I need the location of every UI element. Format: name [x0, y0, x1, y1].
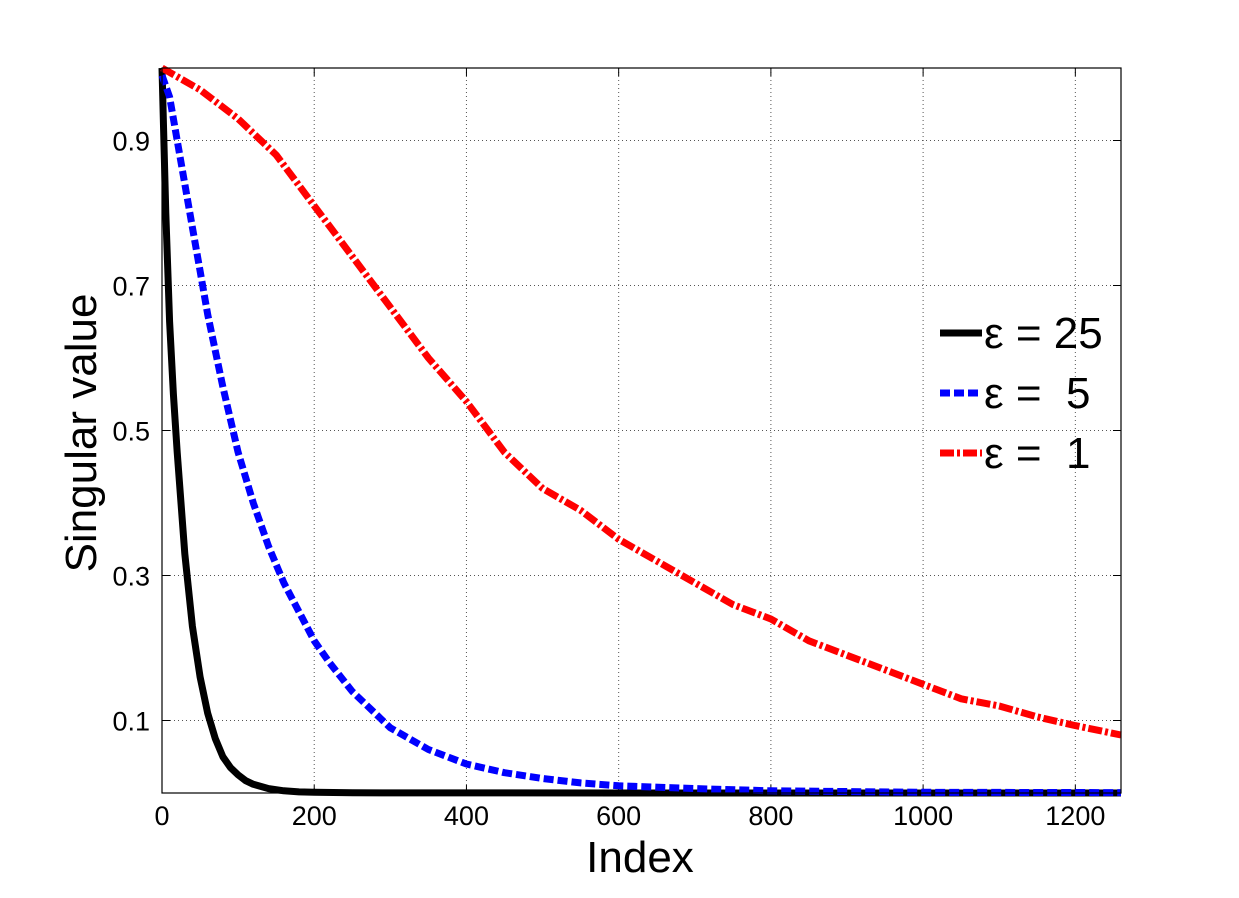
plot-area	[158, 64, 1122, 797]
y-axis-label: Singular value	[57, 294, 106, 573]
y-tick-label: 0.1	[112, 707, 150, 737]
x-tick-label: 200	[292, 801, 337, 831]
y-tick-label: 0.3	[112, 562, 150, 592]
y-tick-label: 0.5	[112, 417, 150, 447]
y-tick-label: 0.7	[112, 272, 150, 302]
series-line-3	[160, 64, 1122, 739]
legend-label-3: ε = 1	[984, 429, 1090, 478]
x-tick-label: 400	[444, 801, 489, 831]
legend: ε = 25 ε = 5 ε = 1	[940, 309, 1103, 478]
y-tick-label: 0.9	[112, 127, 150, 157]
axes-box	[161, 67, 1122, 794]
series-line-2	[158, 74, 1122, 797]
legend-label-1: ε = 25	[984, 309, 1103, 358]
x-tick-label: 1000	[893, 801, 953, 831]
x-axis-label: Index	[586, 833, 694, 882]
x-tick-label: 1200	[1045, 801, 1105, 831]
x-tick-label: 600	[596, 801, 641, 831]
legend-label-2: ε = 5	[984, 369, 1090, 418]
x-tick-label: 800	[748, 801, 793, 831]
x-tick-label: 0	[154, 801, 169, 831]
